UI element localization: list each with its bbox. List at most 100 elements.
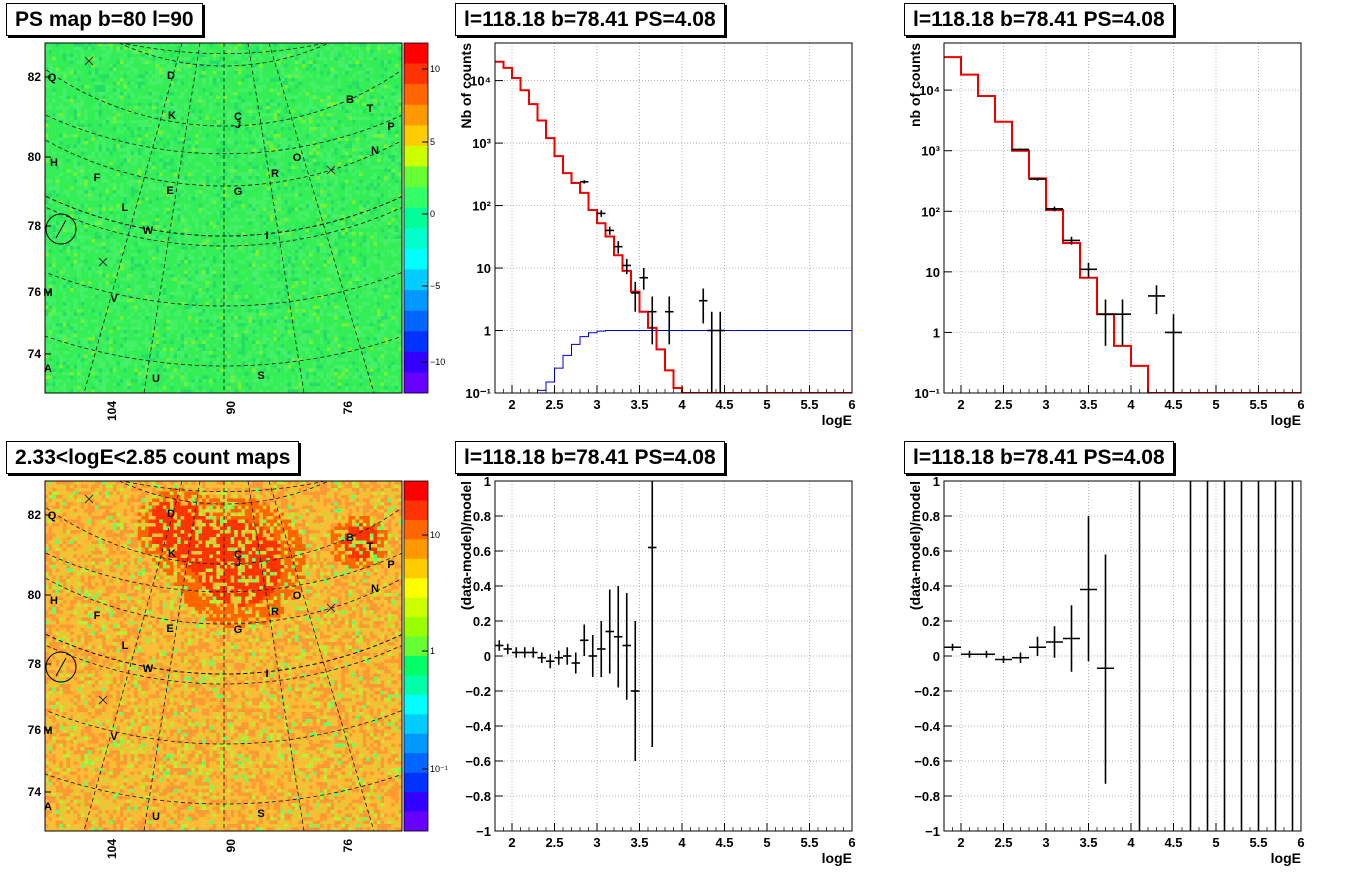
source-circle [45,213,77,245]
x-tick-label: 3 [1042,835,1049,850]
x-tick-label: 5.5 [1249,835,1267,850]
data-point [699,288,708,324]
map-cross-marker [326,165,336,175]
y-tick-label: −0.8 [465,789,491,804]
ps-map-title: PS map b=80 l=90 [6,3,203,36]
plot-grid [944,43,1302,394]
x-tick-label: 2.5 [545,397,563,412]
x-axis-title: logE [1271,412,1301,428]
data-point [597,621,606,677]
color-bar-tick-label: 1 [430,646,435,656]
color-bar-segment [404,207,428,229]
x-tick-label: 6 [848,835,855,850]
y-tick-label: 0.2 [473,614,491,629]
map-label-w: W [143,663,154,675]
y-tick-label: 10³ [921,144,940,159]
plot-frame [494,42,853,394]
data-point [546,654,555,669]
map-y-tick-label: 74 [28,347,42,361]
x-tick-label: 4 [1127,835,1135,850]
color-bar-segment [404,694,428,715]
data-point [1080,516,1097,662]
data-point [961,650,978,658]
x-tick-label: 5.5 [1249,397,1267,412]
color-bar-segment [404,714,428,735]
y-tick-label: −1 [925,824,940,839]
map-y-tick-label: 76 [28,723,42,737]
y-tick-label: 10⁴ [919,83,940,98]
x-tick-label: 4.5 [1164,835,1182,850]
x-tick-label: 3.5 [1079,397,1097,412]
map-x-tick-label: 76 [341,401,355,415]
color-bar-segment [404,125,428,147]
map-graticule [45,43,402,393]
map-label-w: W [143,225,154,237]
map-label-r: R [271,168,279,180]
residual-right-plot: 2 2.5 3 3.5 4 4.5 5 5.5 6 −1 −0.8 −0.6 −0.4 −0.2 0 0.2 0… [907,474,1305,866]
map-y-tick-label: 82 [28,70,42,84]
map-label-b: B [346,532,354,544]
x-axis-title: logE [822,412,852,428]
color-bar-tick-label: 0 [430,209,435,219]
background-model-histogram [529,330,852,393]
map-label-k: K [168,548,176,560]
map-label-m: M [43,287,52,299]
data-point [537,652,546,663]
color-bar-frame [403,480,429,832]
count-map-title: 2.33<logE<2.85 count maps [6,441,300,474]
color-bar-segment [404,733,428,754]
map-label-s: S [257,370,264,382]
data-point [597,210,606,217]
data-point [648,296,657,345]
y-tick-label: 0.2 [922,614,940,629]
x-axis-title: logE [822,850,852,866]
data-point [1046,626,1063,658]
x-tick-label: 5.5 [800,397,818,412]
plot-grid [944,480,1302,832]
x-tick-label: 4 [1127,397,1135,412]
data-point [1097,299,1114,346]
x-tick-label: 3.5 [1079,835,1097,850]
map-label-v: V [110,731,118,743]
plot-area [944,481,1294,831]
source-circle [45,651,77,683]
map-label-c: C [234,549,242,561]
y-tick-label: 0.4 [473,579,492,594]
x-tick-label: 5 [1212,397,1219,412]
color-bar-tick-label: 10⁻¹ [430,764,448,774]
map-x-tick-label: 104 [105,839,119,859]
map-x-tick-label: 90 [224,401,238,415]
y-tick-label: 0 [484,649,491,664]
data-point [554,650,563,665]
y-axis-title: (data-model)/model [907,481,923,610]
map-label-o: O [293,590,302,602]
map-label-e: E [166,185,173,197]
y-tick-label: −0.6 [465,754,491,769]
color-bar-segment [404,43,428,64]
color-bar-segment [404,481,428,501]
map-pixels [45,43,403,394]
map-label-l: L [122,640,129,652]
map-y-tick-label: 74 [28,785,42,799]
color-bar-segment [404,558,428,579]
y-axis-title: (data-model)/model [458,481,474,610]
y-tick-label: 10 [926,265,940,280]
map-x-tick-label: 104 [105,401,119,421]
map-label-o: O [293,152,302,164]
color-bar-segment [404,228,428,250]
x-tick-label: 4.5 [715,835,733,850]
map-label-e: E [166,623,173,635]
y-tick-label: −0.6 [914,754,940,769]
map-label-c: C [234,111,242,123]
x-tick-label: 6 [1297,835,1304,850]
data-point [529,647,538,658]
map-y-tick-label: 80 [28,150,42,164]
map-y-tick-label: 82 [28,508,42,522]
data-point [639,268,648,290]
data-point [622,258,631,275]
x-tick-label: 3.5 [630,397,648,412]
map-y-tick-label: 80 [28,588,42,602]
x-tick-label: 3 [1042,397,1049,412]
x-tick-label: 2 [957,397,964,412]
map-label-b: B [346,94,354,106]
